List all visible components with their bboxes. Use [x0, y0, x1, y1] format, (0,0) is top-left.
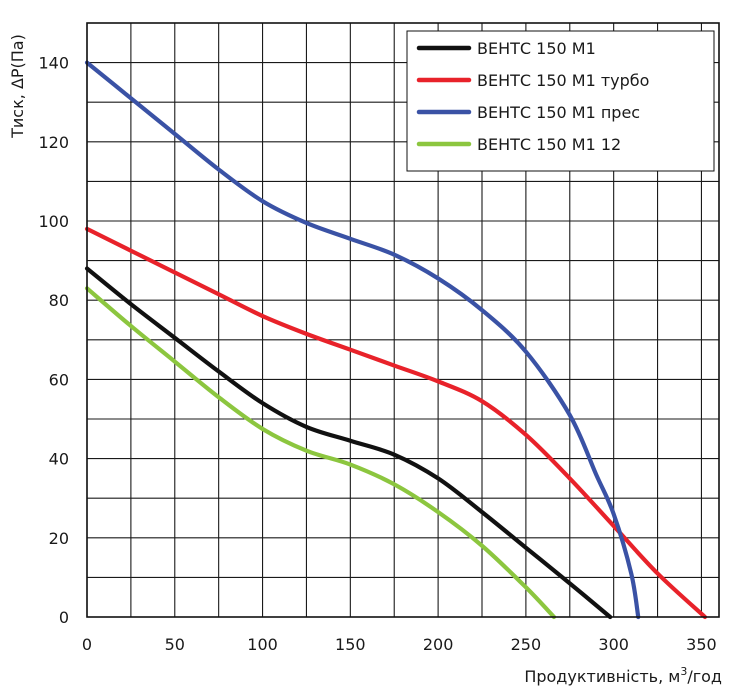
x-tick-label: 350	[686, 635, 717, 654]
y-tick-label: 0	[59, 608, 69, 627]
y-tick-label: 60	[49, 370, 69, 389]
series-line-4	[84, 286, 557, 620]
legend-label-1: ВЕНТС 150 М1	[477, 39, 596, 58]
y-axis-title: Тиск, ΔP(Па)	[8, 34, 27, 139]
y-tick-label: 120	[38, 133, 69, 152]
legend-label-2: ВЕНТС 150 М1 турбо	[477, 71, 649, 90]
y-tick-label: 20	[49, 529, 69, 548]
x-tick-labels: 0 50 100 150 200 250 300 350	[82, 635, 717, 654]
x-tick-label: 50	[165, 635, 185, 654]
x-tick-label: 100	[247, 635, 278, 654]
legend-label-3: ВЕНТС 150 М1 прес	[477, 103, 640, 122]
y-tick-labels: 0 20 40 60 80 100 120 140	[38, 54, 69, 627]
series-lines	[84, 60, 708, 620]
series-line-3	[84, 60, 641, 620]
y-tick-label: 100	[38, 212, 69, 231]
y-tick-label: 40	[49, 450, 69, 469]
x-tick-label: 0	[82, 635, 92, 654]
plot-frame	[86, 22, 720, 618]
x-axis-title: Продуктивність, м3/год	[524, 665, 722, 686]
series-line-1	[84, 266, 613, 620]
y-tick-label: 140	[38, 54, 69, 73]
legend-box	[406, 30, 715, 172]
y-tick-label: 80	[49, 291, 69, 310]
x-tick-label: 300	[598, 635, 629, 654]
x-tick-label: 200	[423, 635, 454, 654]
legend: ВЕНТС 150 М1 ВЕНТС 150 М1 турбо ВЕНТС 150 …	[406, 30, 715, 172]
x-tick-label: 250	[511, 635, 542, 654]
series-line-2	[84, 226, 708, 620]
x-tick-label: 150	[335, 635, 366, 654]
legend-label-4: ВЕНТС 150 М1 12	[477, 135, 621, 154]
